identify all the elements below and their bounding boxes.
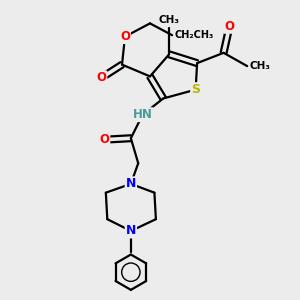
Text: O: O: [120, 30, 130, 43]
Text: CH₃: CH₃: [159, 15, 180, 26]
Text: N: N: [126, 177, 136, 190]
Text: O: O: [99, 133, 110, 146]
Text: O: O: [96, 71, 106, 84]
Text: O: O: [224, 20, 235, 33]
Text: S: S: [191, 83, 200, 96]
Text: CH₃: CH₃: [250, 61, 271, 71]
Text: N: N: [126, 224, 136, 238]
Text: HN: HN: [133, 108, 153, 121]
Text: CH₂CH₃: CH₂CH₃: [174, 30, 214, 40]
